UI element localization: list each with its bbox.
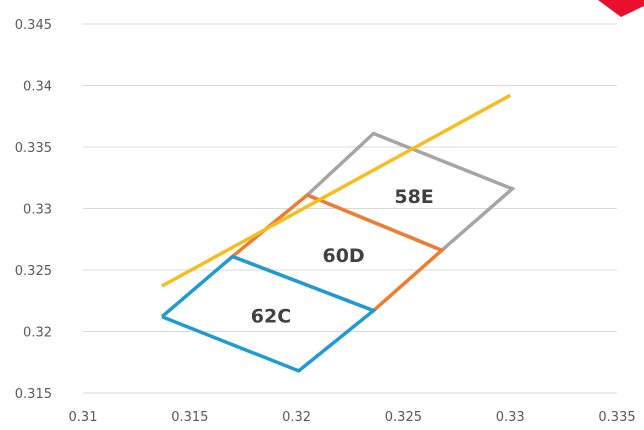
y-tick-label: 0.325: [15, 264, 52, 279]
y-tick-label: 0.34: [23, 80, 52, 95]
region-label-62c: 62C: [251, 306, 291, 328]
x-tick-label: 0.325: [385, 410, 422, 425]
series-lines: [160, 93, 516, 373]
y-tick-label: 0.33: [23, 203, 52, 218]
x-tick-label: 0.33: [496, 410, 525, 425]
y-tick-label: 0.32: [23, 326, 52, 341]
x-tick-label: 0.335: [598, 410, 635, 425]
y-tick-label: 0.345: [15, 18, 52, 33]
x-axis-ticks: 0.31 0.315 0.32 0.325 0.33 0.335: [69, 410, 636, 425]
region-labels: 58E 60D 62C: [251, 186, 434, 327]
y-tick-label: 0.335: [15, 141, 52, 156]
x-tick-label: 0.31: [69, 410, 98, 425]
corner-marker: [598, 0, 644, 17]
series-line-62c: [160, 254, 377, 373]
gridlines: [83, 23, 617, 394]
y-axis-ticks: 0.315 0.32 0.325 0.33 0.335 0.34 0.345: [15, 18, 52, 402]
series-line-planckian-locus: [161, 93, 512, 288]
x-tick-label: 0.32: [282, 410, 311, 425]
x-tick-label: 0.315: [171, 410, 208, 425]
y-tick-label: 0.315: [15, 387, 52, 402]
region-label-60d: 60D: [322, 245, 364, 267]
region-label-58e: 58E: [394, 186, 433, 208]
